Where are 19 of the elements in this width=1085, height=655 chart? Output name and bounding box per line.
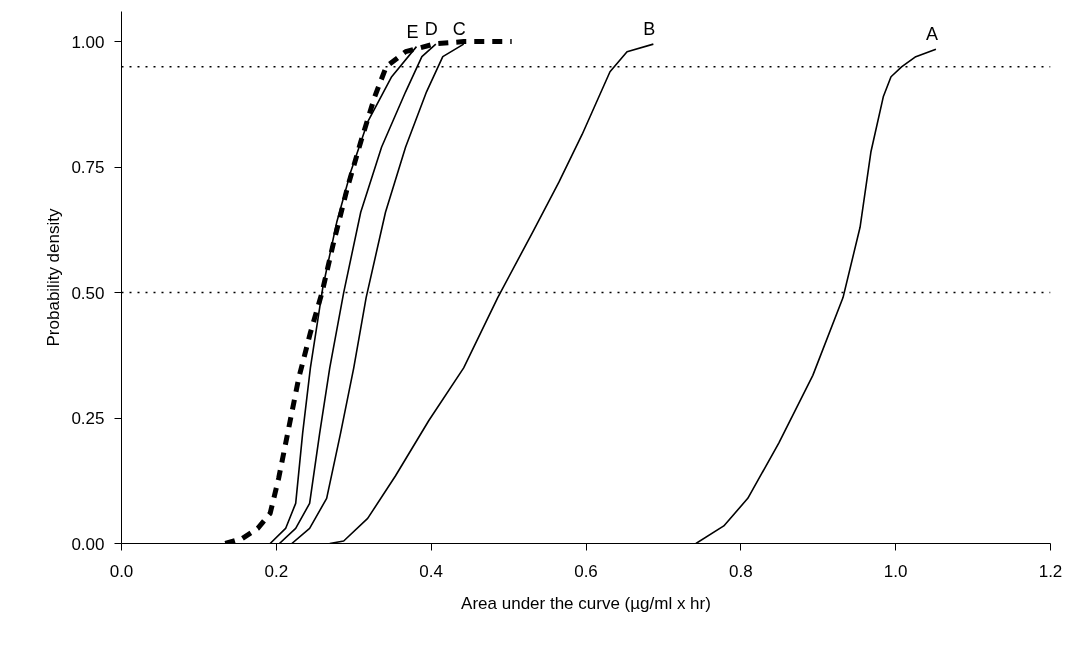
x-tick-label: 0.4 — [419, 561, 443, 581]
x-tick-label: 0.6 — [574, 561, 598, 581]
x-axis-title: Area under the curve (µg/ml x hr) — [461, 593, 711, 613]
x-tick-label: 0.8 — [729, 561, 753, 581]
x-tick-label: 1.2 — [1038, 561, 1063, 581]
series-label: C — [452, 19, 466, 40]
series-label: B — [643, 19, 656, 40]
y-tick-label: 0.00 — [71, 534, 105, 554]
y-tick-label: 1.00 — [71, 32, 105, 52]
y-axis-title: Probability density — [44, 208, 64, 347]
y-tick-label: 0.50 — [71, 283, 105, 303]
y-tick-label: 0.75 — [71, 158, 105, 178]
y-tick-label: 0.25 — [71, 409, 105, 429]
series-label: D — [424, 19, 438, 40]
series-label: A — [925, 24, 938, 45]
x-tick-label: 0.0 — [109, 561, 134, 581]
series-label: E — [406, 21, 419, 42]
x-tick-label: 1.0 — [883, 561, 908, 581]
x-tick-label: 0.2 — [264, 561, 289, 581]
